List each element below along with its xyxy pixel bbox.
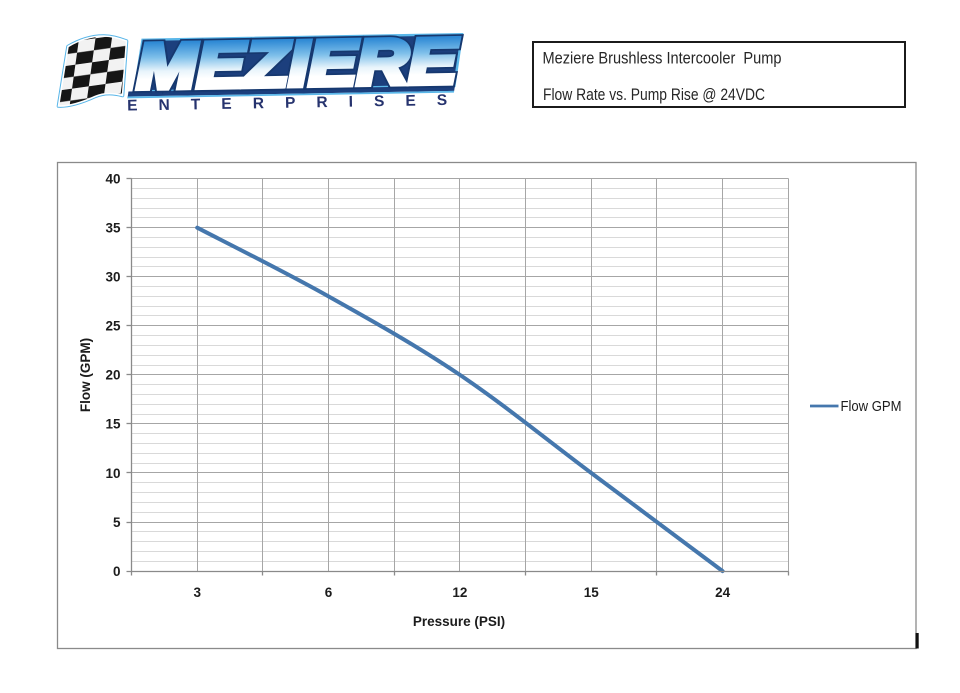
svg-text:Flow (GPM): Flow (GPM) [78, 338, 93, 412]
svg-text:MEZIERE: MEZIERE [136, 25, 460, 103]
svg-text:3: 3 [193, 585, 201, 600]
svg-text:30: 30 [105, 270, 120, 285]
svg-text:10: 10 [105, 466, 120, 481]
svg-text:5: 5 [113, 515, 121, 530]
svg-text:12: 12 [452, 585, 467, 600]
svg-text:25: 25 [105, 319, 121, 334]
svg-text:35: 35 [105, 221, 121, 236]
svg-text:6: 6 [325, 585, 333, 600]
svg-text:0: 0 [113, 564, 121, 579]
svg-text:40: 40 [105, 171, 120, 186]
svg-text:15: 15 [584, 585, 600, 600]
svg-text:20: 20 [105, 368, 120, 383]
svg-text:15: 15 [105, 417, 121, 432]
svg-text:MEZIERE: MEZIERE [136, 25, 460, 103]
svg-text:24: 24 [715, 585, 731, 600]
svg-text:Flow Rate vs. Pump Rise @ 24VD: Flow Rate vs. Pump Rise @ 24VDC [543, 86, 765, 104]
svg-text:Meziere Brushless Intercooler: Meziere Brushless Intercooler Pump [543, 50, 782, 68]
svg-text:Pressure (PSI): Pressure (PSI) [413, 614, 505, 629]
svg-text:Flow GPM: Flow GPM [841, 398, 902, 415]
